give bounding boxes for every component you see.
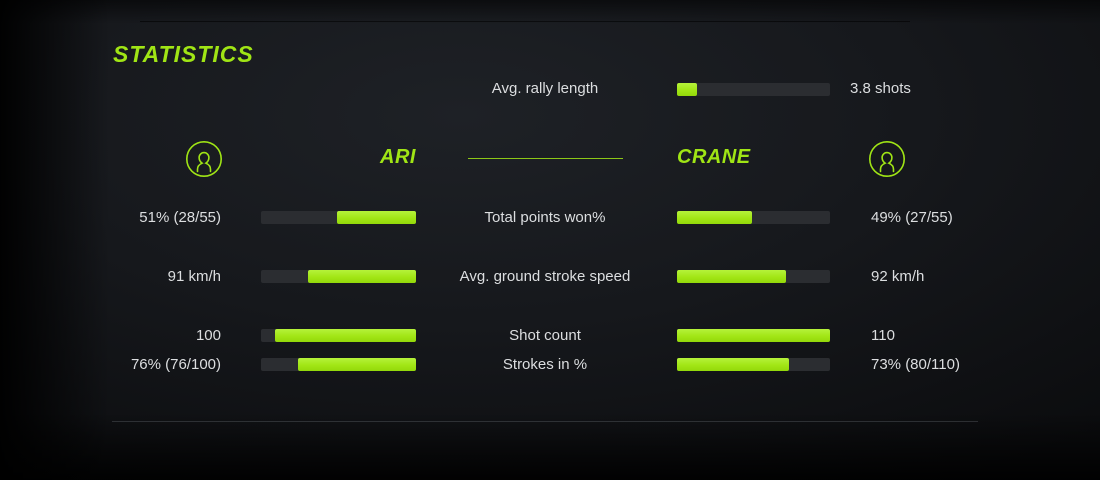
left-player-bar bbox=[261, 211, 416, 224]
left-player-value: 100 bbox=[195, 327, 221, 344]
right-player-bar bbox=[677, 211, 830, 224]
left-player-bar-fill bbox=[298, 358, 416, 371]
player-right-name: CRANE bbox=[677, 146, 751, 168]
stat-row: 51% (28/55) Total points won% 49% (27/55) bbox=[0, 207, 1100, 229]
header-center-line bbox=[468, 158, 623, 159]
left-player-bar-fill bbox=[336, 211, 416, 224]
stat-row: 91 km/h Avg. ground stroke speed 92 km/h bbox=[0, 266, 1100, 288]
right-player-bar-fill bbox=[677, 329, 830, 342]
left-player-bar bbox=[261, 329, 416, 342]
rally-length-bar-fill bbox=[677, 83, 697, 96]
person-icon bbox=[185, 140, 223, 178]
left-player-bar bbox=[261, 358, 416, 371]
left-player-bar bbox=[261, 270, 416, 283]
stat-label: Total points won% bbox=[484, 209, 606, 226]
rally-length-label: Avg. rally length bbox=[491, 80, 599, 97]
left-player-value: 51% (28/55) bbox=[139, 209, 221, 226]
right-player-bar bbox=[677, 270, 830, 283]
right-player-value: 110 bbox=[871, 327, 895, 344]
left-player-value: 76% (76/100) bbox=[130, 356, 221, 373]
right-player-value: 92 km/h bbox=[871, 268, 925, 285]
top-edge-line bbox=[140, 21, 910, 22]
stat-label: Avg. ground stroke speed bbox=[459, 268, 631, 285]
right-player-bar-fill bbox=[677, 358, 789, 371]
bottom-divider bbox=[112, 421, 978, 422]
page-title: STATISTICS bbox=[113, 41, 254, 67]
right-player-bar bbox=[677, 329, 830, 342]
stat-label: Strokes in % bbox=[502, 356, 588, 373]
rally-length-value: 3.8 shots bbox=[850, 80, 911, 97]
player-left-name: ARI bbox=[380, 146, 416, 168]
left-player-bar-fill bbox=[307, 270, 416, 283]
right-player-bar bbox=[677, 358, 830, 371]
stat-label: Shot count bbox=[509, 327, 581, 344]
person-icon bbox=[868, 140, 906, 178]
stat-row: 76% (76/100) Strokes in % 73% (80/110) bbox=[0, 354, 1100, 376]
right-player-bar-fill bbox=[677, 270, 786, 283]
stat-row: 100 Shot count 110 bbox=[0, 325, 1100, 347]
left-player-value: 91 km/h bbox=[167, 268, 221, 285]
right-player-value: 73% (80/110) bbox=[871, 356, 960, 373]
rally-length-bar bbox=[677, 83, 830, 96]
right-player-bar-fill bbox=[677, 211, 752, 224]
left-player-bar-fill bbox=[274, 329, 416, 342]
right-player-value: 49% (27/55) bbox=[871, 209, 953, 226]
